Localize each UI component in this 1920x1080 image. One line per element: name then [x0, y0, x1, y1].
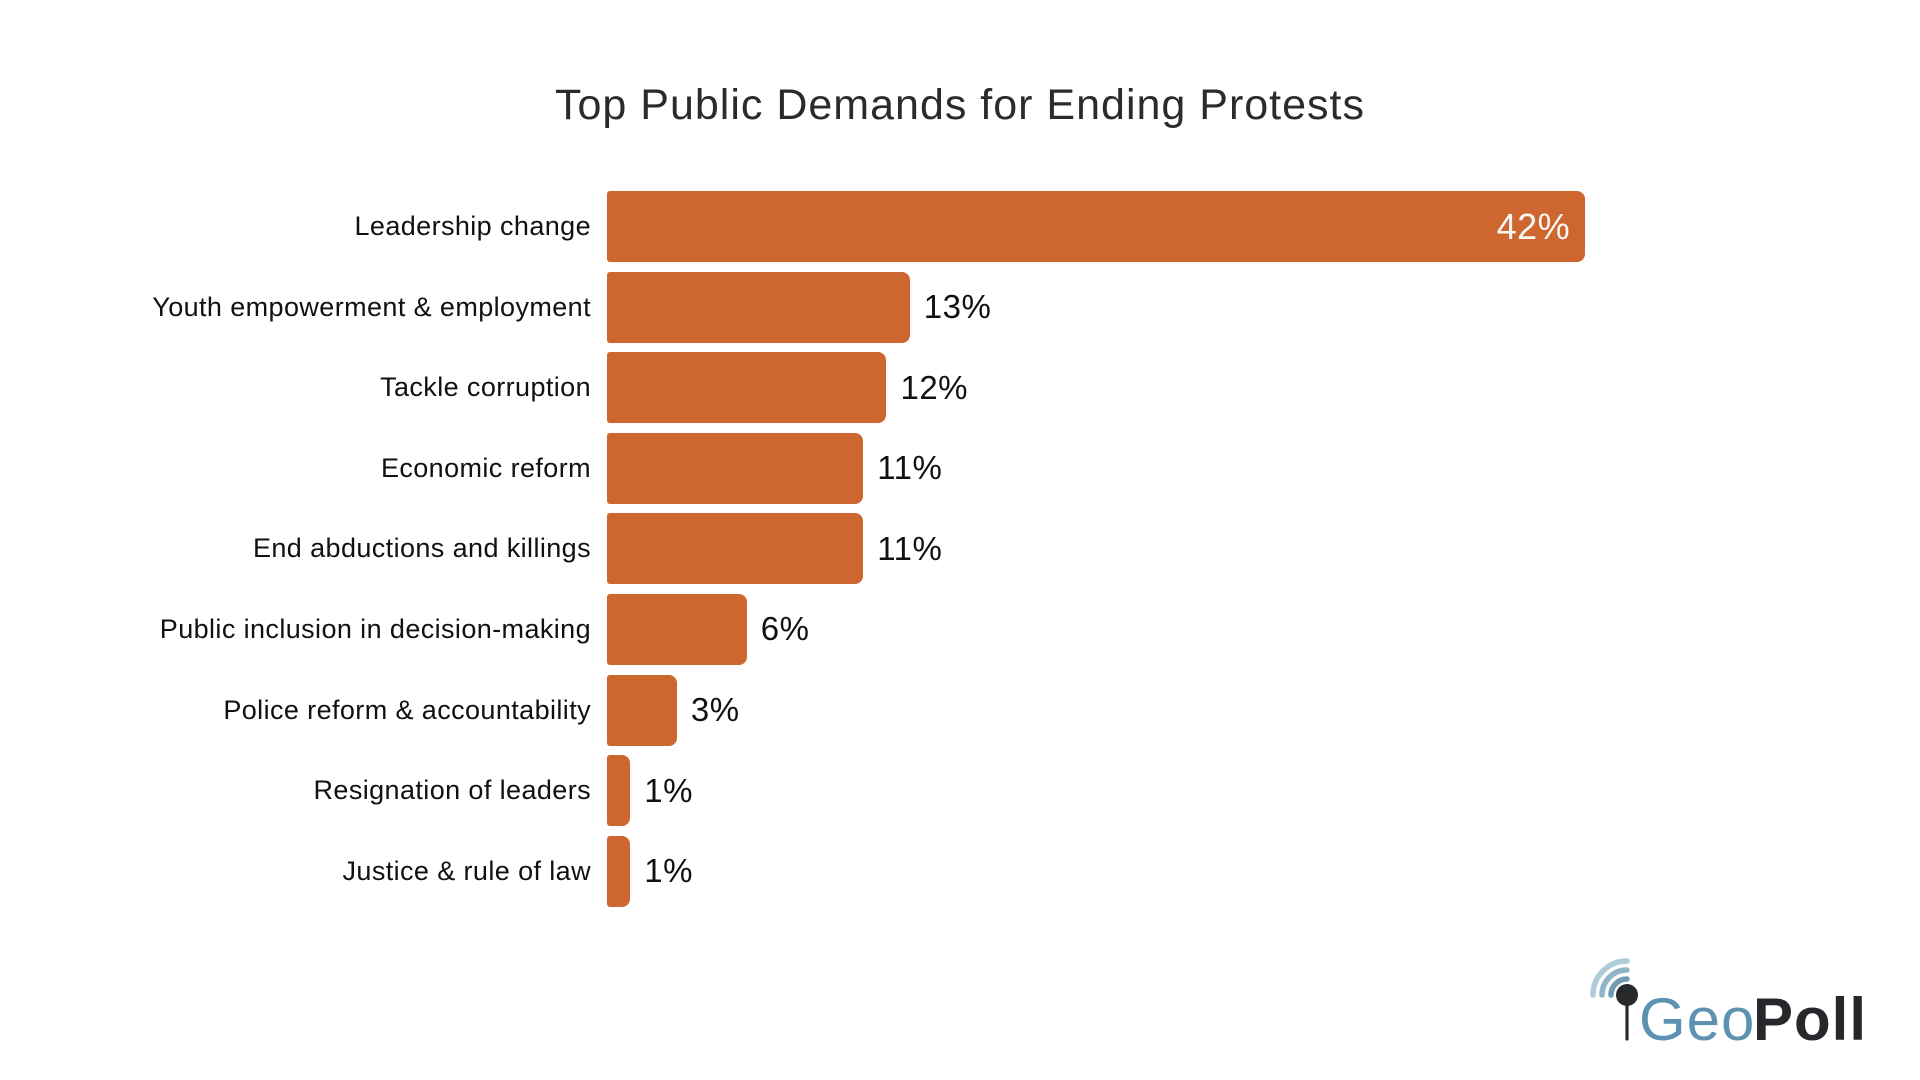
signal-arcs-icon [1590, 958, 1630, 998]
bar-row: End abductions and killings 11% [0, 513, 1585, 585]
bar-chart: Leadership change 42% Youth empowerment & … [0, 191, 1586, 907]
value-label: 11% [877, 449, 943, 487]
category-label: Economic reform [380, 452, 591, 483]
value-label: 11% [877, 529, 943, 567]
bar [607, 755, 631, 827]
value-label: 1% [644, 771, 693, 809]
value-label: 6% [760, 610, 810, 648]
bar [607, 432, 864, 504]
bar-row: Youth empowerment & employment 13% [0, 271, 1585, 343]
bar-row: Resignation of leaders 1% [0, 755, 1585, 827]
category-label: Resignation of leaders [313, 775, 591, 806]
bar-row: Police reform & accountability 3% [0, 674, 1585, 746]
bar-row: Tackle corruption 12% [0, 352, 1585, 424]
bar-row: Justice & rule of law 1% [0, 835, 1585, 907]
map-pin-icon [1616, 984, 1638, 1041]
category-label: Leadership change [354, 211, 591, 241]
bar-row: Leadership change 42% [0, 191, 1586, 262]
value-label: 13% [923, 288, 992, 326]
value-label: 3% [690, 691, 740, 729]
category-label: Justice & rule of law [342, 855, 591, 886]
value-label: 12% [900, 368, 969, 406]
category-label: Public inclusion in decision-making [159, 613, 591, 644]
category-label: Tackle corruption [380, 372, 591, 403]
category-label: Youth empowerment & employment [152, 291, 591, 322]
value-label: 42% [1496, 205, 1571, 247]
bar-row: Public inclusion in decision-making 6% [0, 593, 1585, 665]
bar [607, 835, 631, 907]
bar [607, 271, 910, 343]
logo-text-geo: Geo [1639, 986, 1755, 1048]
bar [607, 674, 677, 746]
geopoll-logo: Geo Poll [1585, 948, 1895, 1048]
bar: 42% [607, 191, 1586, 262]
bar-row: Economic reform 11% [0, 432, 1585, 504]
value-label: 1% [644, 852, 693, 890]
bar [607, 352, 887, 424]
category-label: Police reform & accountability [223, 694, 591, 725]
bar [607, 513, 864, 585]
chart-title: Top Public Demands for Ending Protests [554, 81, 1365, 129]
logo-text-poll: Poll [1753, 986, 1867, 1048]
category-label: End abductions and killings [252, 533, 591, 564]
bar [607, 593, 747, 665]
